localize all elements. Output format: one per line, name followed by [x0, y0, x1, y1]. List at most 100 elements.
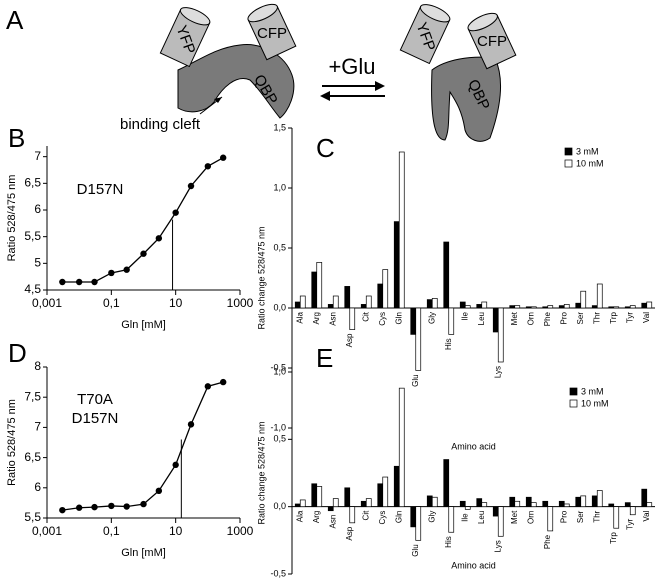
bar [299, 295, 306, 309]
bar [382, 476, 389, 508]
bar [299, 499, 306, 508]
x-tick-label: Leu [477, 511, 486, 524]
bar [646, 502, 653, 508]
data-point [187, 182, 195, 190]
bar [530, 502, 537, 508]
bar [377, 283, 384, 309]
cleft-shape [450, 99, 458, 133]
x-tick-label: Trp [609, 532, 618, 544]
legend-label: 3 mM [576, 146, 599, 156]
bar [580, 290, 587, 309]
bar [360, 304, 367, 309]
legend-swatch [569, 399, 578, 408]
x-tick-label: Glu [411, 374, 420, 386]
data-point [108, 502, 115, 510]
x-tick-label: Trp [609, 311, 618, 323]
bar [448, 506, 455, 533]
x-tick-label: His [444, 536, 453, 548]
bar [431, 496, 438, 508]
bar [459, 500, 466, 508]
x-tick-label: 0,1 [103, 524, 120, 538]
x-tick-label: Lys [493, 366, 502, 378]
bar [426, 495, 433, 508]
bar [608, 306, 615, 309]
bar [514, 305, 521, 309]
x-tick-label: Cys [378, 511, 387, 525]
arrow-head [320, 91, 330, 101]
bar [641, 488, 648, 508]
x-tick-label: Cys [378, 312, 387, 326]
x-tick-label: Asn [328, 515, 337, 529]
bar [624, 502, 631, 508]
bar [316, 262, 323, 309]
x-tick-label: Ala [295, 311, 304, 323]
bar [575, 496, 582, 508]
bar [332, 295, 339, 309]
x-tick-label: Glu [411, 544, 420, 556]
data-point [75, 278, 83, 286]
panel-label: A [6, 5, 24, 35]
data-point [123, 266, 130, 273]
x-axis-title: Amino acid [451, 441, 496, 451]
cfp-shape [467, 12, 517, 70]
bar [476, 498, 483, 508]
bar [415, 506, 422, 541]
bar [509, 305, 516, 309]
bar [492, 307, 499, 333]
y-tick-label: 0,0 [273, 501, 286, 511]
x-tick-label: Pro [559, 311, 568, 324]
x-tick-label: Cit [361, 510, 370, 521]
bar [641, 302, 648, 309]
y-tick-label: 8 [34, 359, 41, 373]
x-tick-label: Val [642, 510, 651, 521]
bar [542, 500, 549, 508]
panel-label: C [316, 133, 335, 163]
x-tick-label: 10 [169, 524, 183, 538]
x-tick-label: Asp [345, 333, 354, 347]
x-tick-label: 0,001 [32, 296, 62, 310]
data-point [75, 504, 83, 511]
legend-label: 10 mM [581, 398, 609, 408]
x-tick-label: Lys [493, 540, 502, 552]
bar [349, 307, 356, 330]
bar [580, 495, 587, 508]
data-point [123, 503, 130, 510]
data-point [140, 250, 147, 257]
x-tick-label: Orn [526, 511, 535, 524]
bar [596, 490, 603, 508]
bar [316, 486, 323, 508]
y-tick-label: 5,5 [24, 510, 41, 524]
x-axis-title: Gln [mM] [121, 319, 166, 331]
bar [443, 241, 450, 309]
bar [311, 271, 318, 309]
bar [464, 305, 471, 309]
bar [596, 283, 603, 309]
bar [608, 503, 615, 508]
x-tick-label: 10 [169, 296, 183, 310]
cleft-label: binding cleft [120, 116, 201, 133]
panel-label: D [8, 338, 27, 368]
x-tick-label: 1000 [227, 296, 254, 310]
cfp-label: CFP [257, 25, 287, 42]
y-tick-label: -1,0 [270, 422, 286, 432]
legend-swatch [564, 159, 573, 168]
bar [481, 301, 488, 309]
bar [398, 151, 405, 309]
x-tick-label: Gly [427, 312, 436, 324]
x-tick-label: 1000 [227, 524, 254, 538]
bar [332, 498, 339, 508]
y-tick-label: 6 [34, 480, 41, 494]
bar [624, 306, 631, 309]
bar [525, 306, 532, 309]
bar [393, 465, 400, 508]
legend-swatch [569, 387, 578, 396]
legend-swatch [564, 147, 573, 156]
bar [542, 306, 549, 309]
y-tick-label: 1,0 [273, 366, 286, 376]
y-tick-label: 0,5 [273, 242, 286, 252]
bar [613, 506, 620, 529]
bar [393, 221, 400, 309]
x-tick-label: Tyr [625, 518, 634, 529]
data-point [204, 163, 212, 170]
